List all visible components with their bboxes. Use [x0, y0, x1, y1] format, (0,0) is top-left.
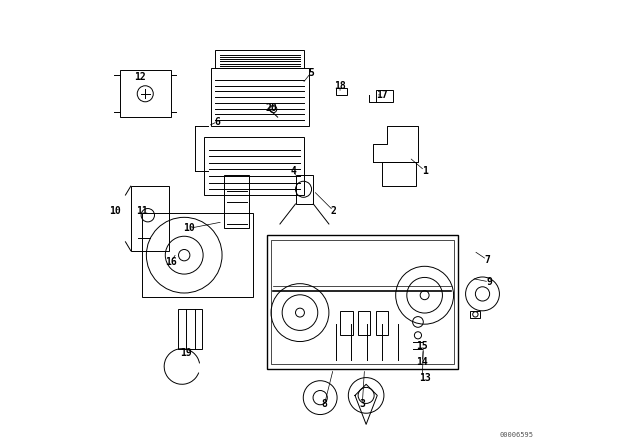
Text: 6: 6: [214, 116, 221, 127]
Bar: [376, 311, 388, 335]
Bar: [267, 235, 458, 369]
Bar: [211, 68, 309, 126]
Bar: [376, 90, 394, 102]
Bar: [204, 137, 305, 195]
Text: 9: 9: [486, 277, 492, 287]
Bar: [131, 186, 168, 251]
Bar: [142, 213, 253, 297]
Text: 1: 1: [422, 166, 428, 176]
Text: 4: 4: [291, 166, 296, 176]
Text: 3: 3: [359, 399, 365, 409]
Text: 7: 7: [484, 254, 490, 265]
Text: 15: 15: [417, 341, 428, 351]
Bar: [224, 175, 249, 228]
Text: 5: 5: [308, 68, 314, 78]
Text: 14: 14: [417, 357, 428, 367]
Bar: [340, 311, 353, 335]
Bar: [296, 175, 314, 204]
Bar: [271, 240, 454, 364]
Bar: [470, 311, 480, 318]
Bar: [358, 311, 371, 335]
Text: 19: 19: [180, 348, 192, 358]
Bar: [177, 309, 202, 349]
Text: 8: 8: [321, 399, 328, 409]
Text: 00006595: 00006595: [500, 432, 534, 438]
Text: 20: 20: [265, 103, 277, 113]
Text: 12: 12: [134, 72, 145, 82]
Text: 2: 2: [330, 206, 336, 215]
Text: 10: 10: [109, 206, 121, 215]
Text: 11: 11: [136, 206, 148, 215]
Bar: [335, 88, 347, 95]
Bar: [382, 162, 416, 186]
Bar: [216, 50, 305, 68]
Text: 13: 13: [419, 373, 431, 383]
Text: 17: 17: [376, 90, 388, 100]
Bar: [120, 70, 171, 117]
Text: 18: 18: [334, 81, 346, 91]
Text: 16: 16: [165, 257, 177, 267]
Text: 10: 10: [183, 224, 195, 233]
